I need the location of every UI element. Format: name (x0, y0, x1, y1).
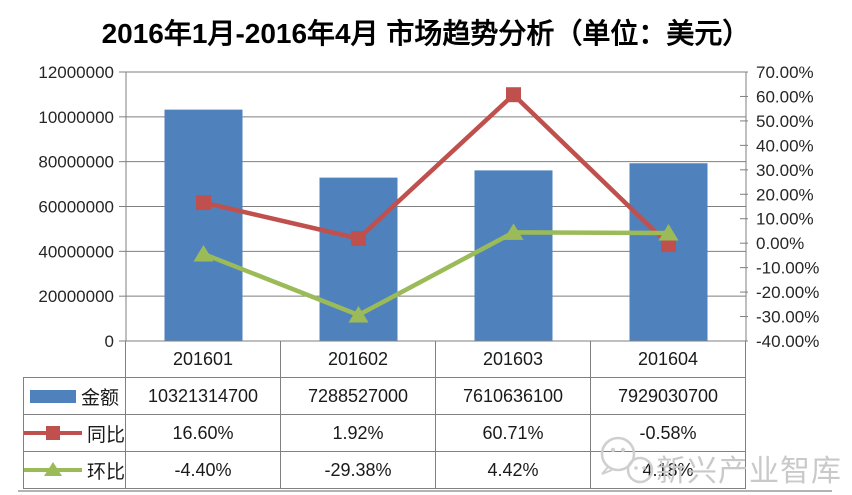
right-axis-label: -30.00% (756, 308, 819, 327)
category-header: 201604 (591, 341, 746, 378)
mom-marker-201601 (193, 244, 214, 262)
right-axis-label: 50.00% (756, 112, 814, 131)
right-axis-label: -20.00% (756, 283, 819, 302)
yoy-marker-201601 (196, 195, 211, 211)
yoy-marker-201602 (351, 230, 366, 246)
legend-amount-label: 金额 (80, 387, 119, 409)
right-axis-label: 30.00% (756, 161, 814, 180)
amount-value: 7288527000 (281, 378, 436, 415)
left-axis-label: 10000000 (38, 108, 114, 127)
right-axis-label: 60.00% (756, 87, 814, 106)
left-axis-label: 20000000 (38, 287, 114, 306)
legend-mom-label: 环比 (87, 461, 126, 483)
chart-title: 2016年1月-2016年4月 市场趋势分析（单位：美元） (101, 18, 751, 49)
amount-value: 10321314700 (126, 378, 281, 415)
mom-marker-201602 (348, 306, 369, 323)
yoy-value: 16.60% (126, 415, 281, 452)
yoy-marker-201603 (506, 87, 521, 103)
mom-line (202, 230, 669, 318)
bar-201601 (164, 109, 243, 342)
mom-series-swatch (24, 461, 82, 479)
left-axis-label: 80000000 (38, 153, 114, 172)
right-axis-label: 10.00% (756, 210, 814, 229)
bar-201603 (474, 170, 553, 341)
legend-amount: 金额 (23, 378, 126, 415)
yoy-value: 60.71% (436, 415, 591, 452)
mom-value: 4.18% (591, 452, 746, 489)
mom-value: -4.40% (126, 452, 281, 489)
table-corner-cell (23, 341, 126, 378)
mom-marker-201604 (658, 223, 679, 241)
mom-value: 4.42% (436, 452, 591, 489)
amount-value: 7929030700 (591, 378, 746, 415)
amount-series-swatch (29, 389, 76, 403)
amount-value: 7610636100 (436, 378, 591, 415)
right-axis-label: 40.00% (756, 136, 814, 155)
left-axis-label: 12000000 (38, 63, 114, 82)
data-table: 201601 201602 201603 201604 金额 103213147… (23, 341, 746, 489)
mom-marker-201603 (503, 223, 524, 240)
category-header: 201602 (281, 341, 436, 378)
right-axis-label: 20.00% (756, 185, 814, 204)
left-axis-label: 40000000 (38, 242, 114, 261)
legend-yoy-label: 同比 (87, 424, 126, 446)
yoy-value: -0.58% (591, 415, 746, 452)
yoy-line (202, 91, 671, 247)
yoy-series-swatch (24, 424, 82, 442)
yoy-marker-201604 (661, 237, 676, 253)
bottom-shadow-line (18, 490, 832, 492)
category-header: 201603 (436, 341, 591, 378)
yoy-value: 1.92% (281, 415, 436, 452)
bar-201604 (629, 163, 708, 341)
category-header: 201601 (126, 341, 281, 378)
legend-mom: 环比 (23, 452, 126, 489)
right-axis-label: 0.00% (756, 234, 804, 253)
right-axis-label: 70.00% (756, 63, 814, 82)
mom-value: -29.38% (281, 452, 436, 489)
left-axis-label: 60000000 (38, 198, 114, 217)
right-axis-label: -10.00% (756, 259, 819, 278)
right-axis-label: -40.00% (756, 332, 819, 351)
legend-yoy: 同比 (23, 415, 126, 452)
left-axis-label: 0 (105, 332, 114, 351)
